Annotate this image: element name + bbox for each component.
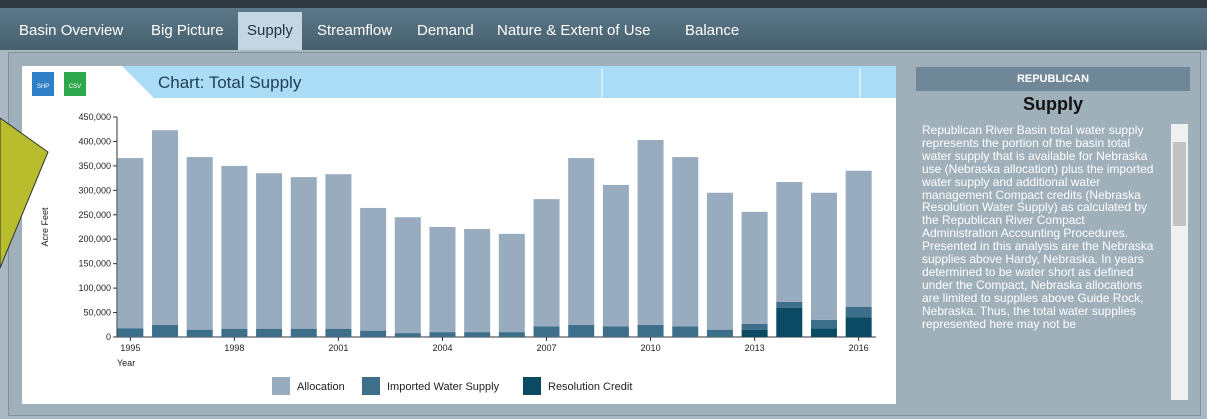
bar-segment [221,328,248,337]
bar-segment [429,227,456,333]
bar-segment [568,324,595,337]
scroll-thumb[interactable] [1173,142,1186,226]
chart-panel: Chart: Total Supply 0 50,000 100,000 150,00… [22,66,896,404]
bar-segment [672,326,699,337]
y-tick-label: 350,000 [78,161,111,171]
bar-segment [568,158,595,325]
bar-segment [845,306,872,318]
bar-segment [117,158,144,329]
bar-segment [602,326,629,337]
x-axis-label: Year [117,358,135,368]
bar-segment [533,326,560,337]
y-tick-label: 450,000 [78,112,111,122]
legend-label: Imported Water Supply [387,381,500,393]
bar-segment [152,324,179,337]
bar-segment [602,184,629,327]
shp-button[interactable]: SHP [32,72,54,96]
bar-segment [845,317,872,337]
x-tick-label: 2007 [537,343,557,353]
tab[interactable]: Streamflow [317,22,393,39]
tab[interactable]: Demand [417,22,474,39]
x-tick-label: 2016 [849,343,869,353]
bar-segment [290,328,317,337]
bar-segment [533,199,560,327]
y-axis-label: Acre Feet [40,207,50,247]
y-tick-label: 100,000 [78,283,111,293]
bar-segment [152,130,179,325]
legend-swatch [362,377,380,395]
y-tick-label: 50,000 [83,308,111,318]
bar-segment [429,332,456,337]
tab[interactable]: Big Picture [151,22,224,39]
bar-segment [290,177,317,329]
bar-segment [810,319,837,329]
bar-segment [464,228,491,333]
bar-segment [637,324,664,337]
bar-segment [325,328,352,337]
sidebar-basin: REPUBLICAN [916,67,1190,91]
bar-segment [776,301,803,308]
tab[interactable]: Balance [685,22,740,39]
bar-segment [810,192,837,320]
bar-segment [672,157,699,327]
legend-swatch [272,377,290,395]
bar-segment [741,211,768,324]
x-tick-label: 1998 [224,343,244,353]
tab[interactable]: Basin Overview [19,22,124,39]
csv-button[interactable]: CSV [64,72,86,96]
bar-segment [776,182,803,302]
bar-segment [498,332,525,337]
bar-segment [117,328,144,337]
y-tick-label: 300,000 [78,185,111,195]
y-tick-label: 200,000 [78,234,111,244]
legend-label: Resolution Credit [548,381,632,393]
bar-segment [706,329,733,337]
sidebar-title: Supply [1022,94,1083,114]
callout [0,117,49,269]
chart-header: Chart: Total Supply [158,73,302,92]
bar-segment [498,233,525,333]
bar-segment [256,328,283,337]
scrollbar[interactable] [1171,124,1188,400]
bar-segment [637,139,664,325]
bar-segment [810,328,837,337]
sidebar-text: Republican River Basin total water suppl… [922,124,1154,331]
bar-segment [741,329,768,337]
x-tick-label: 2010 [641,343,661,353]
bar-segment [360,330,387,337]
bar-segment [394,333,421,337]
bar-segment [221,165,248,329]
chart-header-bar [122,66,896,98]
y-tick-label: 250,000 [78,210,111,220]
bar-segment [706,192,733,330]
bar-segment [394,217,421,334]
bar-segment [776,307,803,337]
tab-bar: Basin Overview Big Picture Supply Streamflo… [0,8,1207,50]
x-tick-label: 1995 [120,343,140,353]
y-tick-label: 400,000 [78,136,111,146]
tab[interactable]: Nature & Extent of Use [497,22,651,39]
chart: Chart: Total Supply 0 50,000 100,000 150,00… [40,66,896,395]
legend-label: Allocation [297,381,345,393]
bar-segment [186,157,213,330]
tab[interactable]: Supply [238,12,302,50]
legend-swatch [523,377,541,395]
bar-segment [256,173,283,329]
bar-segment [741,323,768,330]
bar-segment [845,170,872,307]
y-tick-label: 150,000 [78,259,111,269]
x-tick-label: 2013 [745,343,765,353]
bar-segment [360,207,387,331]
bar-segment [464,332,491,337]
bar-segment [325,174,352,329]
bar-segment [186,329,213,337]
y-tick-label: 0 [106,332,111,342]
x-tick-label: 2004 [432,343,452,353]
x-tick-label: 2001 [328,343,348,353]
top-strip [0,0,1207,8]
